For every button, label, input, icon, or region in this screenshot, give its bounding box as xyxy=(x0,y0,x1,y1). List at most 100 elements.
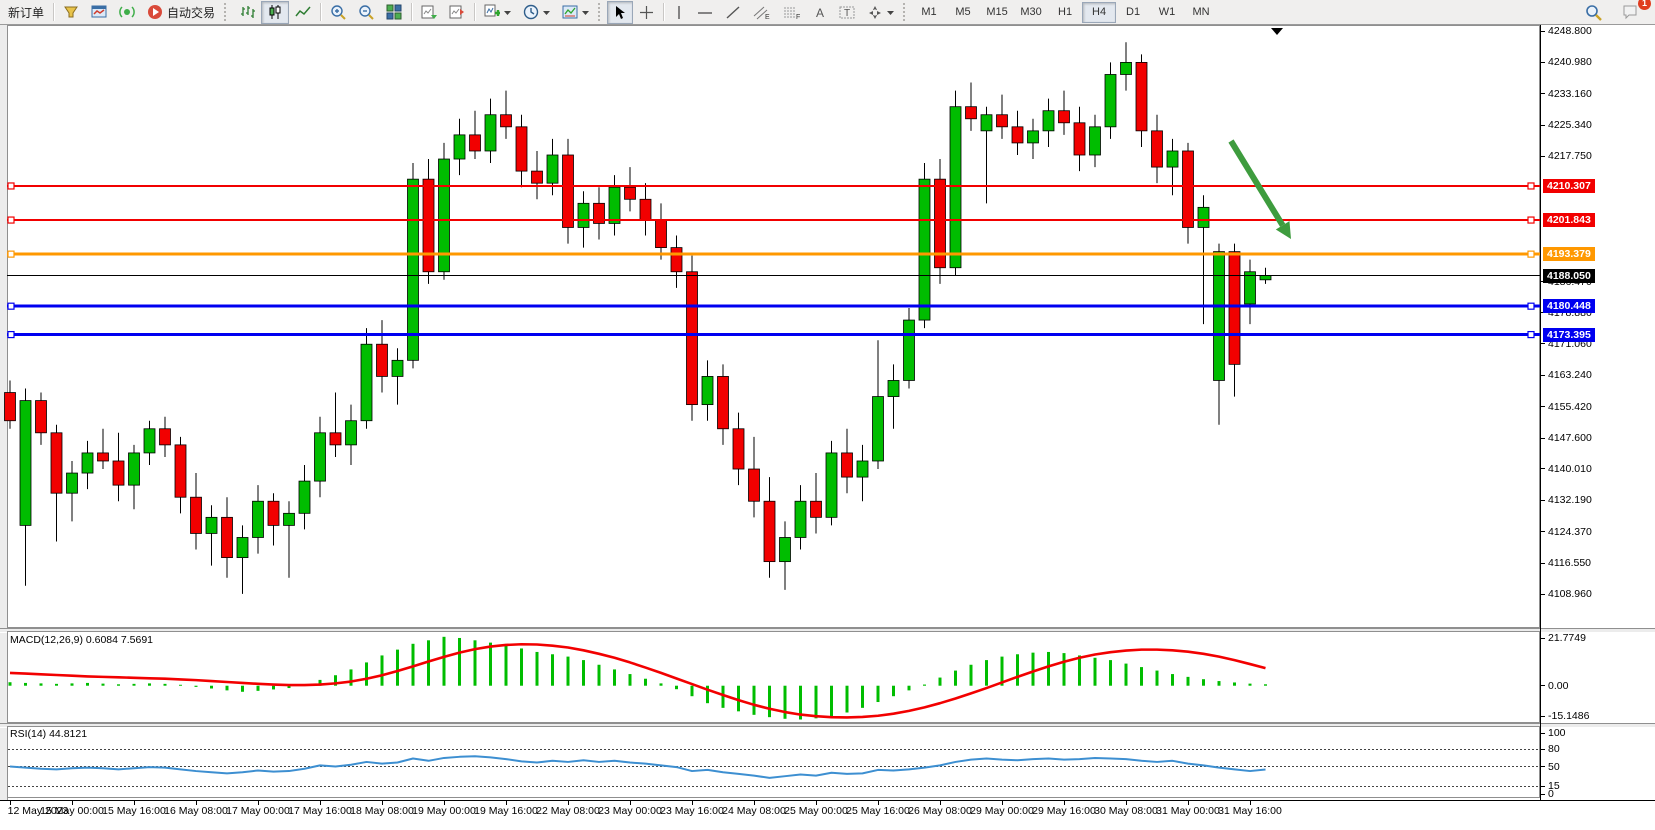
timeframe-button-d1[interactable]: D1 xyxy=(1126,6,1141,18)
candle-up[interactable] xyxy=(298,465,311,530)
tile-windows-button[interactable] xyxy=(380,1,408,24)
line-handle-right[interactable] xyxy=(1527,182,1535,190)
signals-button[interactable] xyxy=(113,1,141,24)
text-tool-button[interactable]: A xyxy=(807,1,833,24)
timeframe-button-m30[interactable]: M30 xyxy=(1020,6,1042,18)
candle-down[interactable] xyxy=(50,424,63,542)
candle-up[interactable] xyxy=(360,328,373,429)
candle-up[interactable] xyxy=(345,404,357,466)
candle-down[interactable] xyxy=(4,380,16,429)
auto-trading-button[interactable]: 自动交易 xyxy=(141,1,221,24)
candle-up[interactable] xyxy=(81,440,94,490)
candle-up[interactable] xyxy=(918,163,931,329)
candle-down[interactable] xyxy=(841,428,853,494)
candle-down[interactable] xyxy=(996,94,1008,139)
candle-down[interactable] xyxy=(763,477,776,578)
timeframe-button-m15[interactable]: M15 xyxy=(986,6,1008,18)
candle-up[interactable] xyxy=(1197,195,1210,325)
candle-up[interactable] xyxy=(283,501,295,578)
horizontal-line-object[interactable] xyxy=(7,302,1540,310)
candle-up[interactable] xyxy=(856,444,869,502)
line-handle-left[interactable] xyxy=(7,216,15,224)
candle-down[interactable] xyxy=(1182,142,1194,244)
candle-down[interactable] xyxy=(1073,106,1086,172)
candle-down[interactable] xyxy=(515,114,528,188)
candle-down[interactable] xyxy=(329,392,342,457)
candle-down[interactable] xyxy=(500,90,512,139)
candlestick-chart-button[interactable] xyxy=(261,0,290,24)
candle-down[interactable] xyxy=(35,392,47,445)
timeframe-button-m5[interactable]: M5 xyxy=(955,6,971,18)
periods-button[interactable] xyxy=(517,1,556,24)
candle-up[interactable] xyxy=(314,416,326,498)
candle-up[interactable] xyxy=(453,118,466,176)
candle-up[interactable] xyxy=(205,505,218,566)
toolbar-grip[interactable] xyxy=(903,3,909,21)
candle-up[interactable] xyxy=(1089,114,1101,168)
candle-down[interactable] xyxy=(562,138,574,244)
line-handle-right[interactable] xyxy=(1527,216,1535,224)
candle-up[interactable] xyxy=(1104,62,1117,139)
candle-down[interactable] xyxy=(159,416,171,457)
market-depth-button[interactable] xyxy=(57,1,85,24)
macd-pane[interactable] xyxy=(0,631,1540,723)
timeframe-button-h1[interactable]: H1 xyxy=(1058,6,1073,18)
notifications-button[interactable]: 1 xyxy=(1616,0,1651,24)
terminal-window-button[interactable] xyxy=(85,1,113,24)
candle-up[interactable] xyxy=(779,521,791,590)
candle-down[interactable] xyxy=(112,432,125,502)
candle-down[interactable] xyxy=(174,436,187,514)
templates-button[interactable] xyxy=(556,1,595,24)
timeframe-button-h4[interactable]: H4 xyxy=(1082,1,1117,23)
toolbar-grip[interactable] xyxy=(598,3,604,21)
line-handle-left[interactable] xyxy=(7,250,15,258)
horizontal-line-object[interactable] xyxy=(7,182,1540,190)
candle-down[interactable] xyxy=(469,110,481,160)
candle-up[interactable] xyxy=(825,440,838,526)
candle-up[interactable] xyxy=(252,485,264,554)
candle-up[interactable] xyxy=(484,98,497,164)
horizontal-line-object[interactable] xyxy=(7,250,1540,258)
candle-down[interactable] xyxy=(1151,114,1163,184)
candle-down[interactable] xyxy=(97,428,109,470)
candle-up[interactable] xyxy=(1042,98,1055,147)
auto-scroll-button[interactable] xyxy=(415,1,443,24)
arrow-annotation[interactable] xyxy=(1228,139,1291,239)
candle-down[interactable] xyxy=(810,473,822,534)
channel-tool-button[interactable]: E xyxy=(747,1,777,24)
fibonacci-tool-button[interactable]: F xyxy=(777,1,807,24)
candle-up[interactable] xyxy=(19,388,32,586)
candle-down[interactable] xyxy=(267,493,280,546)
chart-shift-marker[interactable] xyxy=(1271,28,1283,35)
line-chart-button[interactable] xyxy=(289,1,317,24)
candle-up[interactable] xyxy=(1027,118,1039,160)
line-handle-left[interactable] xyxy=(7,182,15,190)
indicators-button[interactable] xyxy=(478,1,517,24)
bar-chart-button[interactable] xyxy=(233,1,261,24)
candle-up[interactable] xyxy=(701,360,714,421)
price-chart-pane[interactable] xyxy=(0,25,1540,628)
toolbar-grip[interactable] xyxy=(224,3,230,21)
horizontal-line-object[interactable] xyxy=(7,216,1540,224)
candle-up[interactable] xyxy=(949,90,962,276)
candle-up[interactable] xyxy=(887,364,900,429)
candle-up[interactable] xyxy=(143,420,156,466)
line-handle-right[interactable] xyxy=(1527,302,1535,310)
price-scale[interactable]: 4248.800 4240.980 4233.160 4225.340 4217.750… xyxy=(1541,25,1655,628)
candle-up[interactable] xyxy=(236,525,249,594)
zoom-in-button[interactable] xyxy=(324,1,352,24)
candle-down[interactable] xyxy=(593,187,605,240)
vertical-line-tool-button[interactable] xyxy=(667,1,691,24)
candle-down[interactable] xyxy=(1058,90,1070,135)
time-axis[interactable]: 12 May 2023 15 May 00:00 15 May 16:00 16 Ma… xyxy=(0,800,1655,819)
candle-up[interactable] xyxy=(1244,259,1256,325)
rsi-pane[interactable] xyxy=(0,726,1540,798)
candle-up[interactable] xyxy=(980,106,993,204)
candle-down[interactable] xyxy=(717,364,729,445)
candle-down[interactable] xyxy=(732,412,745,486)
cursor-tool-button[interactable] xyxy=(607,0,634,24)
horizontal-line-tool-button[interactable] xyxy=(691,1,719,24)
candle-down[interactable] xyxy=(686,255,698,421)
candle-up[interactable] xyxy=(872,340,884,470)
candle-down[interactable] xyxy=(934,159,946,284)
